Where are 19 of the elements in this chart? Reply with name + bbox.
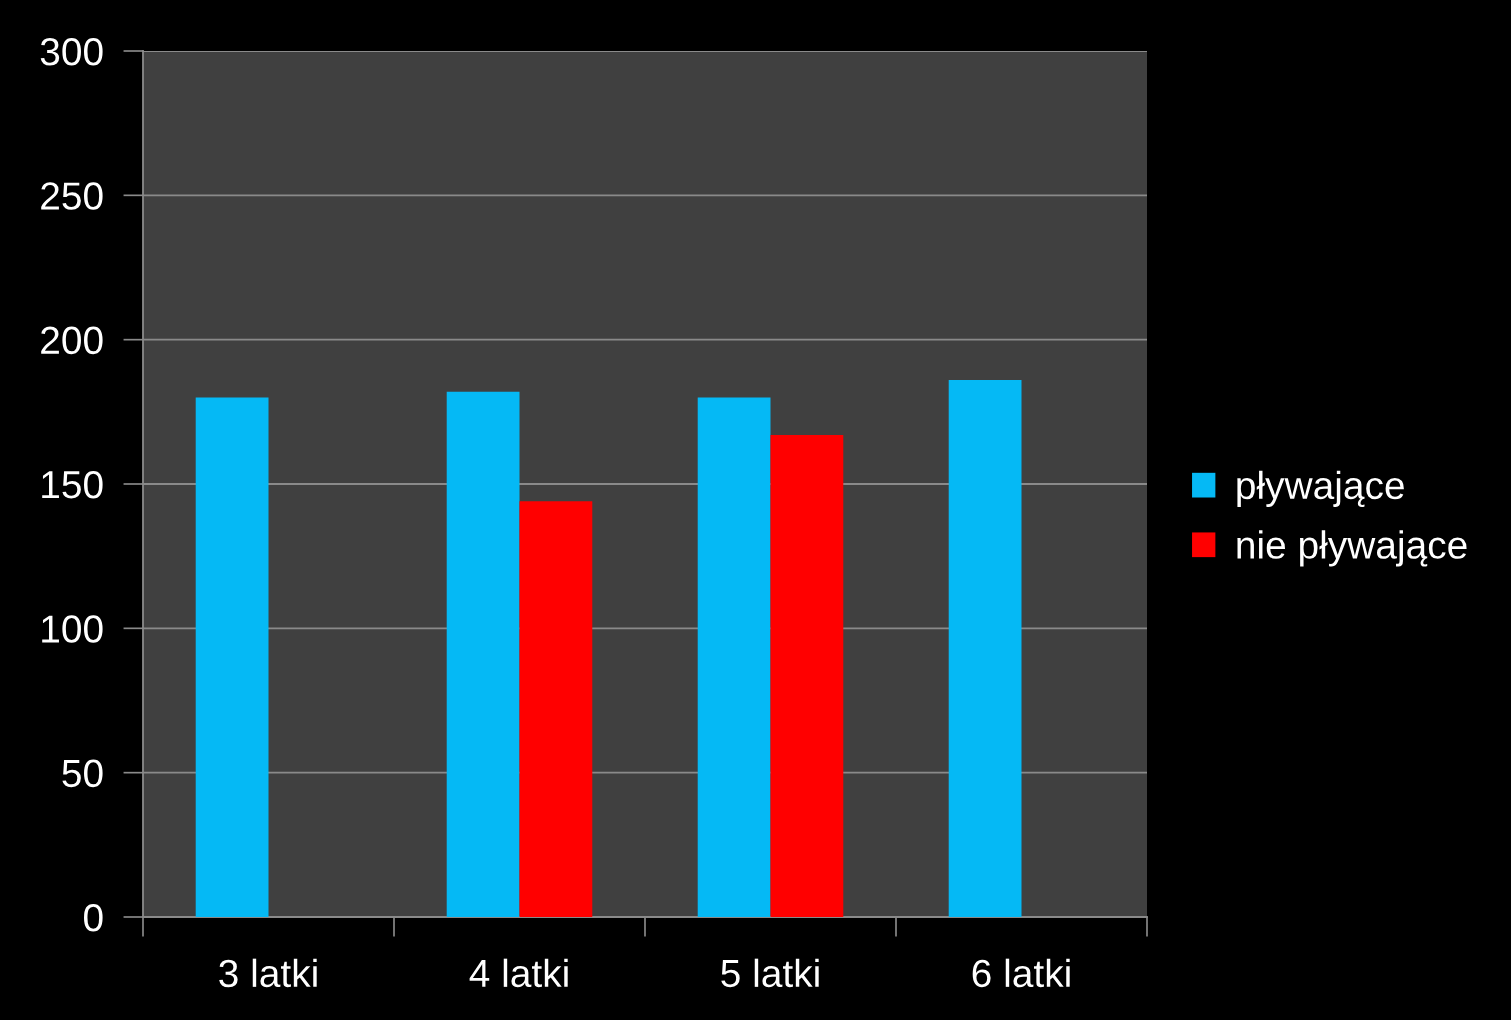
x-tick-label: 3 latki bbox=[219, 958, 317, 988]
bar bbox=[519, 501, 593, 917]
y-tick-label: 200 bbox=[41, 326, 103, 355]
x-tick-label: 5 latki bbox=[721, 958, 819, 988]
y-tick-label: 50 bbox=[62, 759, 103, 788]
y-tick-label: 250 bbox=[41, 182, 103, 210]
bar bbox=[446, 391, 520, 917]
legend-label: pływające bbox=[1237, 470, 1404, 507]
bar bbox=[195, 397, 269, 917]
y-tick-label: 100 bbox=[42, 615, 103, 643]
bar bbox=[770, 434, 844, 917]
y-tick-label: 150 bbox=[42, 470, 103, 499]
bar bbox=[697, 397, 771, 917]
x-tick-label: 6 latki bbox=[972, 958, 1070, 988]
x-tick-label: 4 latki bbox=[469, 958, 568, 988]
legend-label: nie pływające bbox=[1237, 530, 1467, 567]
bar bbox=[948, 380, 1022, 917]
y-tick-label: 300 bbox=[40, 37, 103, 66]
y-tick-label: 0 bbox=[84, 903, 103, 932]
